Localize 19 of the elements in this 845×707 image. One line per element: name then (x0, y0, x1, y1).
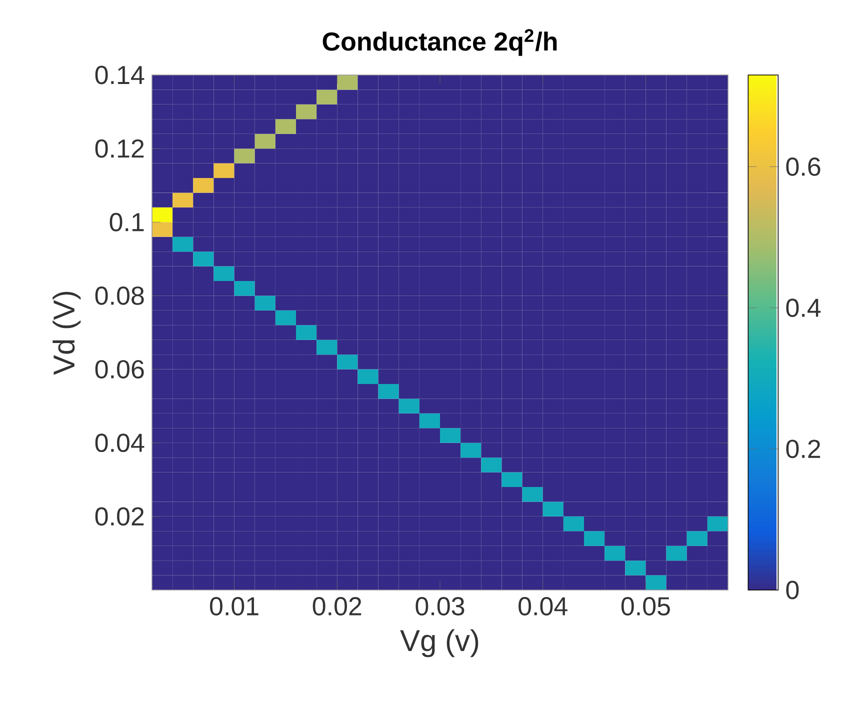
x-tick-label: 0.05 (621, 597, 670, 616)
chart-title: Conductance 2q$^{2}$/h (322, 29, 557, 56)
y-tick-label: 0.1 (110, 212, 144, 232)
y-tick-label: 0.04 (95, 434, 144, 452)
y-tick-label: 0.06 (95, 360, 144, 378)
x-tick-label: 0.03 (416, 597, 464, 616)
color-bar-label: 0 (786, 580, 799, 600)
y-tick-label: 0.02 (95, 507, 144, 526)
x-axis-title: Vg (v) (400, 629, 478, 658)
color-bar-label: 0.4 (786, 298, 821, 318)
y-tick-label: 0.08 (95, 286, 144, 305)
y-axis-title: Vd (V) (52, 292, 81, 375)
color-bar-label: 0.6 (786, 158, 820, 176)
x-tick-label: 0.04 (518, 597, 568, 616)
x-tick-label: 0.02 (312, 597, 362, 616)
y-tick-label: 0.12 (95, 139, 144, 158)
x-tick-label: 0.01 (210, 597, 258, 616)
y-tick-label: 0.14 (95, 66, 144, 84)
color-bar-label: 0.2 (786, 440, 820, 458)
